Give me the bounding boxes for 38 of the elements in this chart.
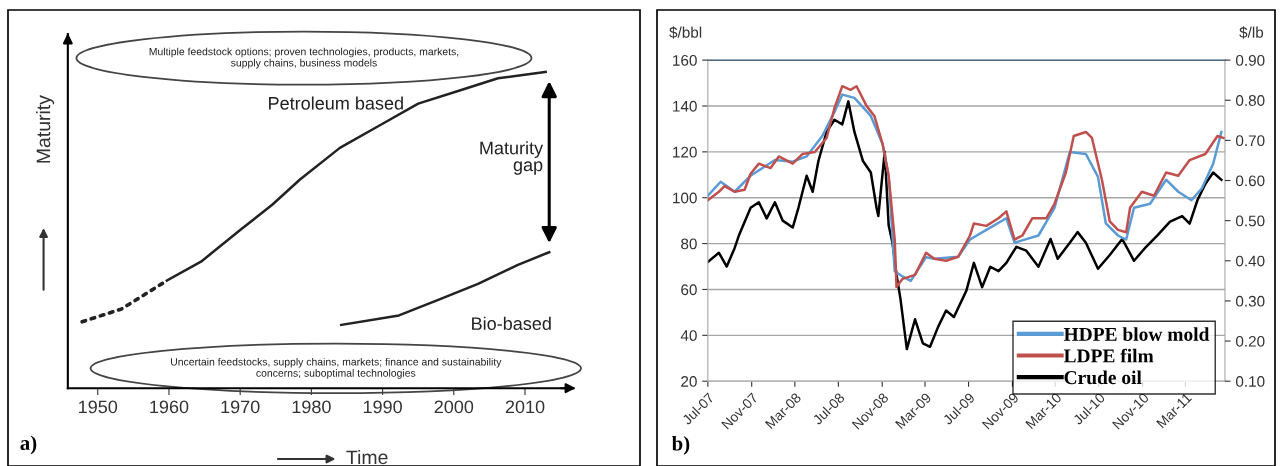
annotation: Uncertain feedstocks, supply chains, markets; finance and sustainability concerns; suboptimal technologies — [171, 357, 502, 379]
text: b) — [671, 435, 690, 455]
x-tick-label: 1970 — [221, 400, 260, 414]
y-tick-label: 140 — [673, 100, 697, 112]
y2-tick-label: 0.90 — [1235, 54, 1265, 66]
x-tick-label: 1980 — [292, 400, 331, 414]
y-axis-title: $/bbl — [669, 26, 702, 39]
y-tick-label: 60 — [681, 284, 697, 296]
y2-tick-label: 0.10 — [1235, 376, 1265, 387]
x-tick-label: 1990 — [363, 400, 402, 414]
x-tick-label: 2010 — [505, 400, 545, 414]
x-tick-label: 2000 — [434, 400, 474, 414]
x-tick-label: 1960 — [150, 400, 189, 414]
y-tick-label: 120 — [673, 146, 697, 158]
x-tick-label: 1950 — [79, 400, 118, 414]
y2-tick-label: 0.30 — [1235, 295, 1265, 307]
y-tick-label: 160 — [673, 54, 697, 66]
y2-tick-label: 0.40 — [1235, 255, 1265, 267]
legend-label: Crude oil — [1064, 370, 1142, 385]
text: Multiple feedstock options; proven technologies, products, markets, supply chains, business models — [149, 47, 459, 69]
legend-label: HDPE blow mold — [1063, 327, 1210, 341]
y2-tick-label: 0.80 — [1235, 95, 1265, 106]
annotation: Bio-based — [472, 316, 551, 330]
annotation: Maturity gap — [480, 141, 544, 175]
y2-tick-label: 0.50 — [1235, 215, 1265, 227]
y-tick-label: 20 — [681, 376, 697, 387]
y-tick-label: 80 — [681, 238, 697, 250]
y2-axis-title: $/lb — [1239, 26, 1264, 39]
y-tick-label: 100 — [673, 192, 697, 204]
y2-tick-label: 0.60 — [1235, 175, 1265, 187]
text: a) — [20, 435, 37, 455]
x-axis-title: Time — [346, 449, 388, 465]
y2-tick-label: 0.70 — [1235, 135, 1265, 147]
y2-tick-label: 0.20 — [1235, 335, 1265, 347]
annotation: Petroleum based — [269, 96, 403, 110]
legend-label: LDPE film — [1063, 348, 1154, 363]
y-tick-label: 40 — [680, 330, 697, 342]
y-axis-title: Maturity — [36, 95, 55, 163]
